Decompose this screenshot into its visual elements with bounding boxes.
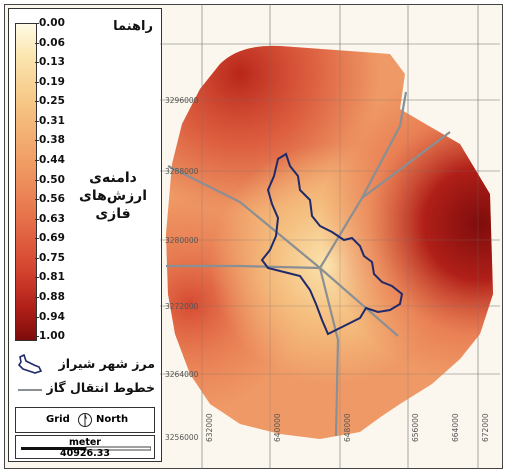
- ramp-tick-label: 0.63: [35, 212, 65, 225]
- ramp-tick-label: 0.69: [35, 232, 65, 245]
- x-label-632000: 632000: [205, 413, 214, 442]
- scale-bar-graphic: [21, 446, 151, 451]
- pipeline-label: خطوط انتقال گاز: [46, 380, 155, 395]
- fuzzy-map: 3296000 3288000 3280000 3272000 3264000 …: [160, 4, 500, 469]
- ramp-tick-label: 0.88: [35, 291, 65, 304]
- ramp-tick-label: 0.75: [35, 251, 65, 264]
- y-label-3272000: 3272000: [165, 302, 199, 311]
- north-label: North: [96, 414, 129, 425]
- scale-unit: meter: [68, 437, 101, 448]
- x-label-656000: 656000: [411, 413, 420, 442]
- gas-pipelines: [166, 91, 451, 437]
- y-label-3264000: 3264000: [165, 370, 199, 379]
- legend-pipeline-entry: خطوط انتقال گاز: [15, 378, 157, 398]
- legend-title: راهنما: [113, 19, 153, 34]
- fuzzy-range-title: دامنه‌ی ارزش‌های فازی: [71, 169, 155, 223]
- x-label-648000: 648000: [343, 413, 352, 442]
- ramp-tick-label: 0.50: [35, 173, 65, 186]
- ramp-tick-label: 0.19: [35, 75, 65, 88]
- ramp-tick-label: 0.81: [35, 271, 65, 284]
- x-label-672000: 672000: [481, 413, 490, 442]
- ramp-tick-label: 0.94: [35, 310, 65, 323]
- ramp-tick-label: 0.06: [35, 36, 65, 49]
- north-arrow: Grid North: [15, 407, 155, 433]
- fuzzy-range-line-3: فازی: [95, 206, 131, 222]
- x-label-664000: 664000: [451, 413, 460, 442]
- y-label-3256000: 3256000: [165, 433, 199, 442]
- boundary-label: مرز شهر شیراز: [58, 356, 155, 371]
- y-label-3280000: 3280000: [165, 236, 199, 245]
- ramp-tick-label: 0.13: [35, 56, 65, 69]
- ramp-tick-label: 0.38: [35, 134, 65, 147]
- legend-boundary-entry: مرز شهر شیراز: [15, 353, 157, 377]
- legend-panel: راهنما دامنه‌ی ارزش‌های فازی مرز شهر شیر…: [8, 8, 162, 462]
- y-label-3296000: 3296000: [165, 96, 199, 105]
- fuzzy-surface: [166, 45, 493, 440]
- ramp-tick-label: 0.25: [35, 95, 65, 108]
- ramp-tick-label: 0.56: [35, 193, 65, 206]
- ramp-tick-label: 0.44: [35, 154, 65, 167]
- fuzzy-range-line-1: دامنه‌ی: [89, 170, 137, 186]
- shiraz-boundary: [260, 152, 404, 336]
- x-label-640000: 640000: [273, 413, 282, 442]
- boundary-symbol-icon: [17, 353, 43, 374]
- pipeline-symbol-icon: [18, 389, 42, 391]
- fuzzy-color-ramp: [15, 23, 37, 341]
- ramp-tick-label: 0.31: [35, 114, 65, 127]
- scale-bar: meter 40926.33: [15, 435, 155, 459]
- y-label-3288000: 3288000: [165, 167, 199, 176]
- ramp-tick-label: 1.00: [35, 330, 65, 343]
- north-arrow-icon: [78, 413, 92, 427]
- north-grid-label: Grid: [46, 414, 70, 425]
- fuzzy-range-line-2: ارزش‌های: [78, 188, 148, 204]
- ramp-tick-label: 0.00: [35, 17, 65, 29]
- scale-value: 40926.33: [60, 448, 110, 459]
